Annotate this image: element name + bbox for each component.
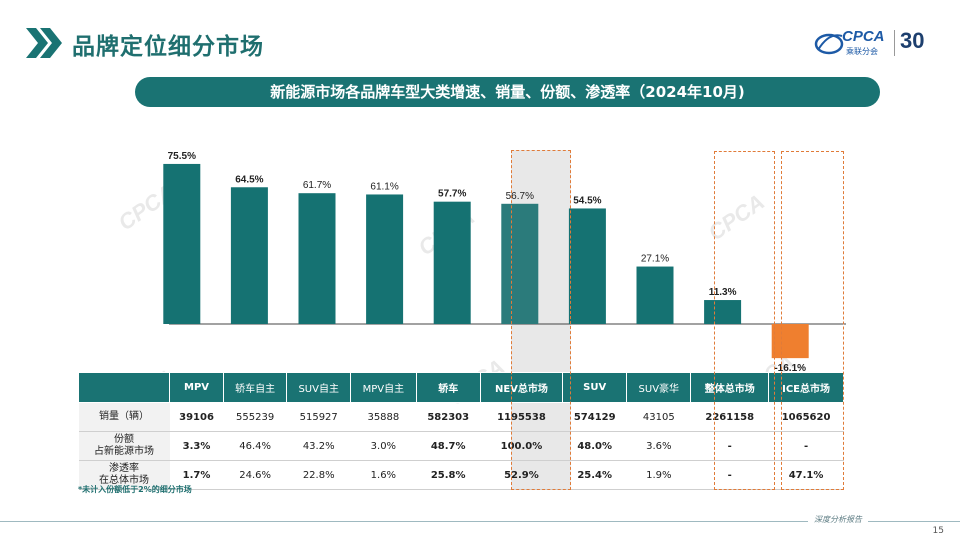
table-row-label: 份额 占新能源市场 (78, 431, 170, 461)
table-row: 渗透率 在总体市场 1.7% 24.6% 22.8% 1.6% 25.8% 52.9% 25.4… (78, 460, 844, 490)
double-chevron-icon (26, 28, 62, 58)
bar-value-label-3: 61.1% (370, 181, 398, 192)
table-cell: 2261158 (690, 402, 769, 432)
table-cell: 24.6% (223, 460, 287, 490)
bar-7 (636, 266, 674, 324)
table-row: 份额 占新能源市场 3.3% 46.4% 43.2% 3.0% 48.7% 100.0% 48.… (78, 431, 844, 461)
table-cell: 46.4% (223, 431, 287, 461)
table-cell: 25.4% (562, 460, 627, 490)
table-header-cell: MPV自主 (350, 372, 417, 403)
table-cell: - (690, 431, 769, 461)
table-header-cell: 轿车自主 (223, 372, 288, 403)
page-number: 15 (932, 526, 944, 536)
logo-subtext: 乘联分会 (846, 47, 878, 56)
bar-5 (501, 203, 539, 324)
table-cell: 515927 (286, 402, 351, 432)
table-cell: 22.8% (286, 460, 351, 490)
table-header-cell: 轿车 (415, 372, 481, 403)
bar-8 (704, 300, 742, 324)
table-cell: 43105 (626, 402, 691, 432)
bar-0 (163, 163, 201, 324)
table-cell: 43.2% (286, 431, 351, 461)
page-title: 品牌定位细分市场 (72, 34, 264, 60)
ice-market-highlight-box (781, 151, 844, 490)
bar-1 (230, 187, 268, 324)
bar-value-label-2: 61.7% (303, 180, 331, 191)
table-cell: 582303 (416, 402, 481, 432)
bar-value-label-4: 57.7% (438, 189, 466, 200)
table-row-label: 渗透率 在总体市场 (78, 460, 170, 490)
table-corner (78, 372, 170, 403)
table-header-cell: SUV (562, 372, 628, 403)
table-cell: 555239 (223, 402, 287, 432)
table-row-label: 销量（辆） (78, 402, 170, 432)
table-cell: 1.7% (169, 460, 224, 490)
table-header-cell: MPV (168, 372, 225, 403)
bar-9 (771, 324, 809, 359)
bar-value-label-7: 27.1% (641, 254, 669, 265)
bar-value-label-1: 64.5% (235, 174, 263, 185)
bar-value-label-6: 54.5% (573, 195, 601, 206)
footer-label: 深度分析报告 (808, 514, 868, 525)
bar-6 (568, 208, 606, 324)
bar-4 (433, 201, 471, 324)
bar-2 (298, 193, 336, 324)
table-cell: 1.9% (626, 460, 691, 490)
nev-highlight-box (511, 150, 571, 490)
table-cell: 3.3% (169, 431, 224, 461)
table-cell: 39106 (169, 402, 224, 432)
bar-value-label-8: 11.3% (709, 287, 737, 298)
logo-text: CPCA (842, 28, 885, 45)
anniversary-badge: 30 (900, 28, 924, 54)
cpca-logo: CPCA 乘联分会 30 (814, 26, 944, 62)
table-cell: 48.7% (416, 431, 481, 461)
table-cell: 3.6% (626, 431, 691, 461)
table-header-cell: SUV自主 (286, 372, 352, 403)
anniversary-number: 30 (900, 28, 925, 53)
total-market-highlight-box (714, 151, 775, 490)
chart-banner: 新能源市场各品牌车型大类增速、销量、份额、渗透率（2024年10月) (135, 77, 880, 107)
table-cell: 1195538 (480, 402, 563, 432)
logo-divider (894, 30, 895, 56)
bar-value-label-9: -16.1% (774, 363, 806, 374)
table-cell: 48.0% (562, 431, 627, 461)
bar-value-label-0: 75.5% (168, 151, 196, 162)
table-cell: 1.6% (350, 460, 417, 490)
cpca-wing-icon (814, 33, 844, 55)
bar-value-label-5: 56.7% (506, 191, 534, 202)
table-header-cell: SUV豪华 (626, 372, 692, 403)
table-header-cell: NEV总市场 (479, 372, 564, 403)
table-cell: 35888 (350, 402, 417, 432)
bar-3 (366, 194, 404, 324)
footer-divider (0, 521, 960, 522)
table-cell: 574129 (562, 402, 627, 432)
table-cell: 25.8% (416, 460, 481, 490)
table-header-cell: 整体总市场 (690, 372, 770, 403)
table-cell: 3.0% (350, 431, 417, 461)
table-cell: 100.0% (480, 431, 563, 461)
table-header-row: MPV 轿车自主 SUV自主 MPV自主 轿车 NEV总市场 SUV SUV豪华 整体总市场 IC… (78, 372, 844, 403)
footnote: *未计入份额低于2%的细分市场 (78, 485, 192, 494)
